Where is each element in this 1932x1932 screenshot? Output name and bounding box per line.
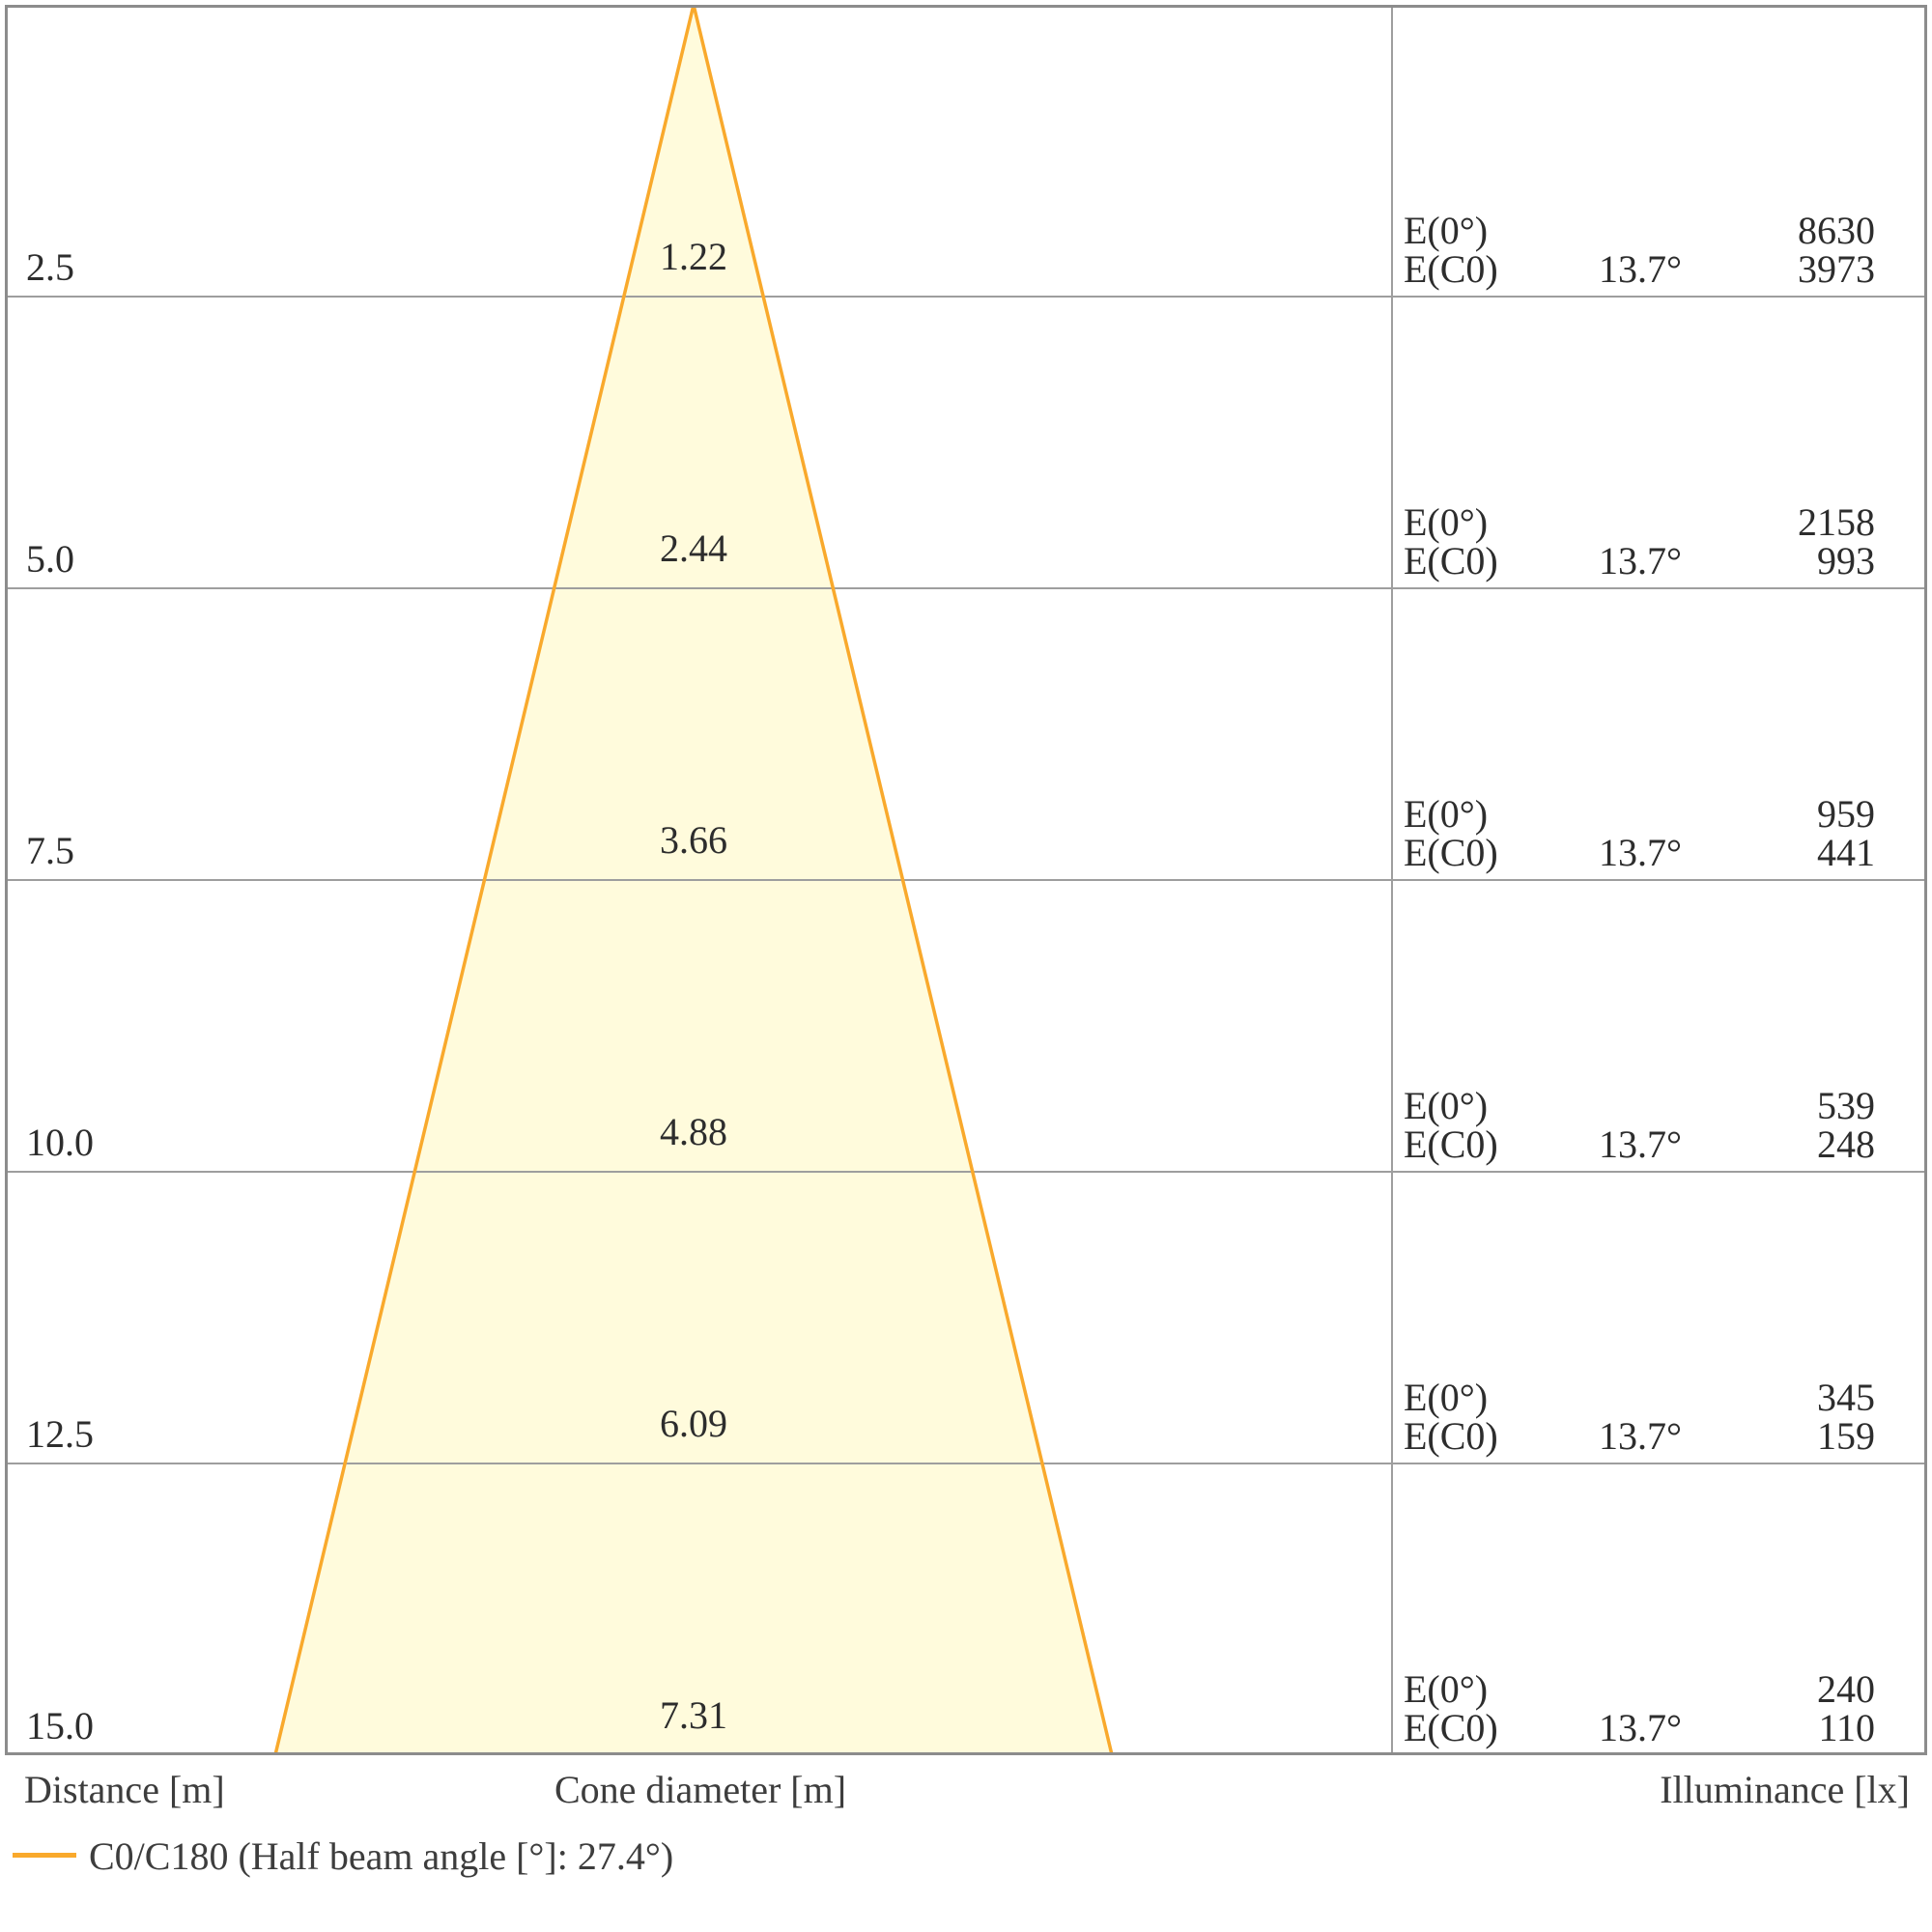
cone-diameter-label: 7.31 [660, 1693, 727, 1737]
beam-angle-value: 13.7° [1599, 1414, 1682, 1458]
cone-diameter-axis-label: Cone diameter [m] [554, 1768, 847, 1811]
e0-value: 240 [1817, 1667, 1875, 1711]
distance-label: 10.0 [26, 1121, 94, 1164]
ec0-label: E(C0) [1404, 831, 1498, 874]
cone-diameter-label: 2.44 [660, 526, 727, 570]
ec0-value: 441 [1817, 831, 1875, 874]
cone-row: 15.0 7.31 E(0°) 240 E(C0) 13.7° 110 [5, 1668, 1927, 1755]
cone-chart: 2.5 1.22 E(0°) 8630 E(C0) 13.7° 3973 5.0… [5, 5, 1927, 1755]
ec0-label: E(C0) [1404, 539, 1498, 582]
distance-label: 12.5 [26, 1412, 94, 1456]
cone-row: 5.0 2.44 E(0°) 2158 E(C0) 13.7° 993 [5, 501, 1927, 588]
illuminance-axis-label: Illuminance [lx] [1660, 1768, 1910, 1811]
illuminance-cell: E(0°) 2158 E(C0) 13.7° 993 [1404, 503, 1875, 581]
e0-angle-spacer [1558, 1670, 1722, 1709]
distance-label: 7.5 [26, 829, 74, 872]
e0-angle-spacer [1558, 503, 1722, 542]
cone-row: 12.5 6.09 E(0°) 345 E(C0) 13.7° 159 [5, 1377, 1927, 1463]
cone-diameter-label: 3.66 [660, 818, 727, 862]
beam-cone-svg [5, 5, 1927, 1755]
e0-value: 8630 [1798, 209, 1875, 252]
cone-edge-line [692, 5, 1114, 1755]
ec0-value: 110 [1818, 1706, 1875, 1749]
chart-frame [5, 5, 1927, 1755]
beam-angle-value: 13.7° [1599, 831, 1682, 874]
e0-value: 2158 [1798, 500, 1875, 544]
e0-label: E(0°) [1404, 500, 1489, 544]
ec0-value: 159 [1817, 1414, 1875, 1458]
ec0-value: 993 [1817, 539, 1875, 582]
beam-angle-value: 13.7° [1599, 539, 1682, 582]
illuminance-cell: E(0°) 240 E(C0) 13.7° 110 [1404, 1670, 1875, 1747]
beam-angle-value: 13.7° [1599, 1122, 1682, 1166]
e0-label: E(0°) [1404, 1667, 1489, 1711]
illuminance-cell: E(0°) 959 E(C0) 13.7° 441 [1404, 795, 1875, 872]
distance-label: 15.0 [26, 1704, 94, 1747]
e0-label: E(0°) [1404, 1376, 1489, 1419]
ec0-label: E(C0) [1404, 1122, 1498, 1166]
cone-diameter-label: 4.88 [660, 1110, 727, 1153]
distance-label: 5.0 [26, 537, 74, 581]
e0-label: E(0°) [1404, 209, 1489, 252]
ec0-label: E(C0) [1404, 1706, 1498, 1749]
e0-angle-spacer [1558, 795, 1722, 834]
illuminance-cell: E(0°) 8630 E(C0) 13.7° 3973 [1404, 212, 1875, 289]
distance-label: 2.5 [26, 245, 74, 289]
e0-value: 345 [1817, 1376, 1875, 1419]
e0-value: 959 [1817, 792, 1875, 836]
ec0-value: 248 [1817, 1122, 1875, 1166]
legend-line-swatch-icon [13, 1853, 76, 1858]
cone-diameter-label: 1.22 [660, 235, 727, 278]
illuminance-cell: E(0°) 345 E(C0) 13.7° 159 [1404, 1378, 1875, 1456]
cone-row: 10.0 4.88 E(0°) 539 E(C0) 13.7° 248 [5, 1085, 1927, 1172]
e0-angle-spacer [1558, 212, 1722, 250]
cone-diameter-label: 6.09 [660, 1402, 727, 1445]
cone-row: 2.5 1.22 E(0°) 8630 E(C0) 13.7° 3973 [5, 210, 1927, 297]
e0-label: E(0°) [1404, 792, 1489, 836]
e0-angle-spacer [1558, 1378, 1722, 1417]
legend-label: C0/C180 (Half beam angle [°]: 27.4°) [89, 1834, 674, 1878]
e0-label: E(0°) [1404, 1084, 1489, 1127]
beam-angle-value: 13.7° [1599, 247, 1682, 291]
illuminance-cell: E(0°) 539 E(C0) 13.7° 248 [1404, 1087, 1875, 1164]
cone-row: 7.5 3.66 E(0°) 959 E(C0) 13.7° 441 [5, 793, 1927, 880]
beam-angle-value: 13.7° [1599, 1706, 1682, 1749]
ec0-label: E(C0) [1404, 1414, 1498, 1458]
ec0-value: 3973 [1798, 247, 1875, 291]
e0-value: 539 [1817, 1084, 1875, 1127]
cone-edge-line [273, 5, 696, 1755]
e0-angle-spacer [1558, 1087, 1722, 1125]
distance-axis-label: Distance [m] [24, 1768, 225, 1811]
ec0-label: E(C0) [1404, 247, 1498, 291]
